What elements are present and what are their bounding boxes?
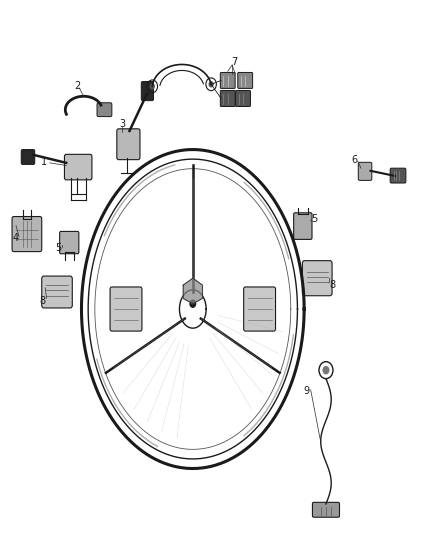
Text: 4: 4 bbox=[13, 233, 19, 244]
Text: 7: 7 bbox=[231, 57, 237, 67]
FancyBboxPatch shape bbox=[236, 91, 251, 107]
Polygon shape bbox=[183, 278, 202, 304]
FancyBboxPatch shape bbox=[60, 231, 79, 254]
FancyBboxPatch shape bbox=[244, 287, 276, 331]
FancyBboxPatch shape bbox=[358, 163, 372, 180]
Text: 6: 6 bbox=[351, 155, 357, 165]
Circle shape bbox=[189, 300, 196, 308]
FancyBboxPatch shape bbox=[293, 213, 312, 239]
FancyBboxPatch shape bbox=[64, 155, 92, 180]
Text: 5: 5 bbox=[55, 243, 61, 253]
FancyBboxPatch shape bbox=[42, 276, 72, 308]
FancyBboxPatch shape bbox=[97, 103, 112, 117]
Circle shape bbox=[150, 83, 155, 90]
FancyBboxPatch shape bbox=[302, 261, 332, 296]
Text: 1: 1 bbox=[41, 157, 47, 167]
FancyBboxPatch shape bbox=[390, 168, 406, 183]
FancyBboxPatch shape bbox=[238, 72, 253, 88]
FancyBboxPatch shape bbox=[110, 287, 142, 331]
FancyBboxPatch shape bbox=[12, 216, 42, 252]
FancyBboxPatch shape bbox=[21, 150, 35, 165]
FancyBboxPatch shape bbox=[220, 91, 235, 107]
Text: 8: 8 bbox=[329, 280, 336, 290]
FancyBboxPatch shape bbox=[117, 129, 140, 160]
Text: 5: 5 bbox=[311, 214, 317, 224]
FancyBboxPatch shape bbox=[141, 82, 153, 101]
Circle shape bbox=[208, 81, 214, 87]
FancyBboxPatch shape bbox=[220, 72, 235, 88]
Text: 8: 8 bbox=[39, 295, 45, 305]
Text: 3: 3 bbox=[119, 119, 125, 129]
FancyBboxPatch shape bbox=[312, 502, 339, 517]
Text: 2: 2 bbox=[74, 81, 80, 91]
Circle shape bbox=[322, 366, 329, 374]
Text: 9: 9 bbox=[303, 386, 309, 397]
